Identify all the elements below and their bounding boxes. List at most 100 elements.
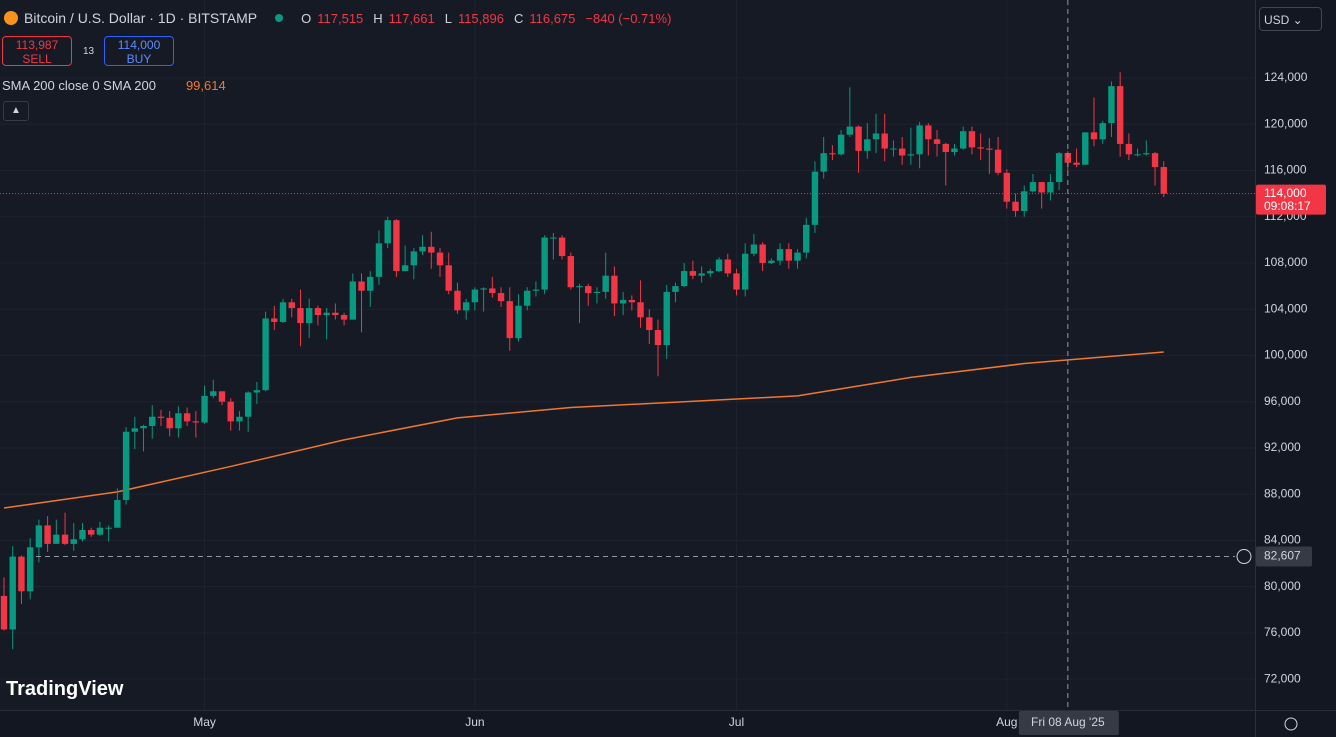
candle-body bbox=[131, 428, 138, 432]
candle-body bbox=[951, 148, 958, 153]
candle-body bbox=[776, 249, 784, 261]
candle-body bbox=[480, 288, 487, 290]
ohlc-value: 115,896 bbox=[457, 10, 504, 26]
x-tick-label: Aug bbox=[996, 715, 1017, 729]
candle-body bbox=[864, 139, 871, 151]
candle-body bbox=[680, 271, 688, 287]
candle-body bbox=[35, 525, 43, 548]
candle-body bbox=[26, 547, 34, 592]
candle-body bbox=[1047, 182, 1054, 193]
ohlc-value: 116,675 bbox=[529, 10, 576, 26]
candle-body bbox=[506, 301, 513, 339]
candle-body bbox=[907, 154, 915, 156]
candle-body bbox=[1099, 123, 1106, 140]
candle-body bbox=[349, 281, 356, 320]
candle-body bbox=[977, 147, 984, 149]
candle-body bbox=[140, 425, 147, 429]
sell-label: SELL bbox=[22, 52, 52, 66]
candle-body bbox=[0, 595, 8, 630]
candle-body bbox=[70, 539, 77, 544]
market-status bbox=[275, 14, 284, 22]
candle-body bbox=[550, 237, 557, 239]
candle-body bbox=[122, 431, 130, 500]
y-tick-label: 104,000 bbox=[1264, 301, 1308, 315]
y-tick-label: 116,000 bbox=[1264, 163, 1307, 177]
x-tick-label: Jun bbox=[465, 715, 484, 729]
candle-body bbox=[375, 243, 383, 277]
symbol[interactable]: Bitcoin / U.S. Dollar · 1D · BITSTAMP bbox=[24, 10, 258, 26]
candle-body bbox=[672, 286, 679, 292]
candle-body bbox=[1134, 154, 1141, 156]
candle-body bbox=[279, 302, 287, 322]
candle-body bbox=[61, 534, 69, 544]
candle-body bbox=[855, 126, 862, 151]
candle-body bbox=[585, 286, 592, 294]
collapse-button[interactable]: ▲ bbox=[3, 101, 29, 121]
candle-body bbox=[567, 256, 574, 288]
bitcoin-icon bbox=[4, 11, 18, 25]
candle-body bbox=[837, 134, 845, 155]
spread: 13 bbox=[83, 46, 95, 57]
candle-body bbox=[794, 252, 801, 261]
candle-body bbox=[271, 318, 278, 322]
candle-body bbox=[611, 275, 618, 304]
indicator-name[interactable]: SMA 200 close 0 SMA 200 bbox=[2, 78, 156, 93]
candle-body bbox=[44, 525, 51, 544]
candle-body bbox=[18, 556, 25, 592]
candle-body bbox=[53, 534, 60, 544]
candle-body bbox=[768, 260, 775, 263]
candle-body bbox=[1073, 162, 1080, 165]
candle-body bbox=[1151, 153, 1159, 168]
sell-price: 113,987 bbox=[15, 38, 59, 52]
candle-body bbox=[846, 126, 854, 135]
candle-body bbox=[419, 246, 426, 252]
sma-line bbox=[3, 351, 1164, 509]
candle-body bbox=[916, 125, 923, 155]
buy-button[interactable]: 114,000 BUY bbox=[104, 36, 174, 66]
currency-select[interactable]: USD ⌄ bbox=[1259, 7, 1322, 31]
candle-body bbox=[323, 312, 330, 316]
candle-body bbox=[288, 302, 295, 309]
candle-body bbox=[663, 291, 670, 346]
ohlc-value: 117,661 bbox=[388, 10, 435, 26]
candle-body bbox=[829, 153, 836, 155]
candle-body bbox=[646, 317, 653, 331]
candle-body bbox=[689, 271, 697, 276]
candle-body bbox=[253, 390, 261, 393]
candle-body bbox=[244, 392, 252, 417]
candle-body bbox=[654, 330, 662, 346]
candle-body bbox=[515, 305, 522, 339]
y-tick-label: 92,000 bbox=[1264, 440, 1301, 454]
candle-body bbox=[358, 281, 365, 291]
indicator-value: 99,614 bbox=[185, 78, 226, 93]
candle-body bbox=[1003, 172, 1010, 202]
sell-button[interactable]: 113,987 SELL bbox=[2, 36, 72, 66]
candle-body bbox=[1012, 201, 1019, 211]
candle-body bbox=[218, 391, 226, 402]
candle-body bbox=[183, 413, 191, 422]
candle-body bbox=[707, 271, 714, 274]
ohlc-key: C bbox=[513, 10, 524, 26]
candle-body bbox=[88, 530, 95, 535]
candle-body bbox=[803, 224, 810, 253]
candle-body bbox=[742, 253, 749, 290]
crosshair-y-label: 82,607 bbox=[1264, 549, 1301, 563]
y-tick-label: 96,000 bbox=[1264, 394, 1301, 408]
candle-body bbox=[968, 131, 976, 148]
candle-body bbox=[750, 244, 758, 254]
candle-body bbox=[306, 308, 313, 324]
candle-body bbox=[1090, 132, 1098, 140]
candle-body bbox=[367, 276, 374, 291]
candle-body bbox=[332, 312, 339, 316]
candle-body bbox=[715, 259, 723, 272]
candle-body bbox=[454, 290, 461, 311]
candle-body bbox=[1029, 182, 1037, 192]
candle-body bbox=[227, 401, 234, 422]
x-tick-label: Jul bbox=[729, 715, 744, 729]
candle-body bbox=[593, 291, 601, 294]
candle-body bbox=[698, 273, 705, 276]
candle-body bbox=[602, 275, 609, 292]
ohlc-value: 117,515 bbox=[317, 10, 364, 26]
candle-body bbox=[1038, 182, 1045, 193]
candle-body bbox=[236, 416, 243, 422]
